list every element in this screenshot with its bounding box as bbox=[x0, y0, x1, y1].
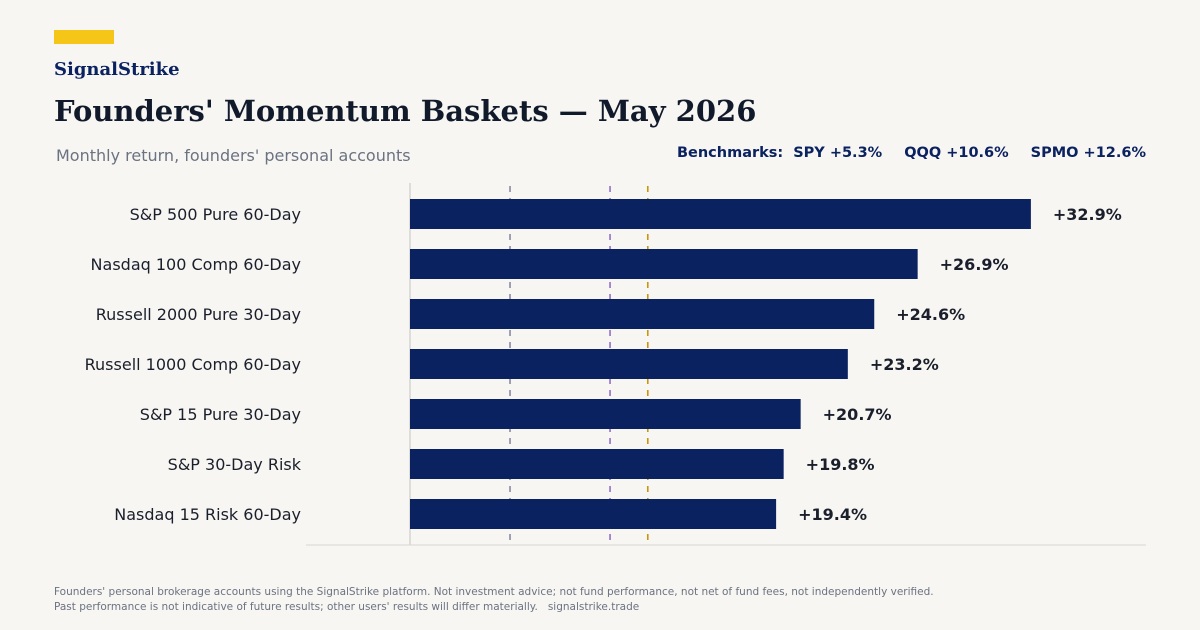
page-title: Founders' Momentum Baskets — May 2026 bbox=[54, 94, 757, 128]
brand-accent-bar bbox=[54, 30, 114, 44]
value-label-5: +20.7% bbox=[823, 405, 892, 424]
footer-disclaimer: Founders' personal brokerage accounts us… bbox=[54, 585, 934, 615]
value-label-6: +19.8% bbox=[806, 455, 875, 474]
benchmark-qqq: QQQ +10.6% bbox=[904, 145, 1009, 161]
benchmarks-legend: Benchmarks: SPY +5.3% QQQ +10.6% SPMO +1… bbox=[677, 145, 1146, 161]
brand-name: SignalStrike bbox=[54, 59, 180, 80]
value-label-1: +32.9% bbox=[1053, 205, 1122, 224]
category-label-1: S&P 500 Pure 60-Day bbox=[130, 205, 301, 224]
benchmark-spmo: SPMO +12.6% bbox=[1030, 145, 1146, 161]
bar-4 bbox=[410, 349, 848, 379]
category-label-2: Nasdaq 100 Comp 60-Day bbox=[91, 255, 301, 274]
benchmarks-label: Benchmarks: bbox=[676, 145, 784, 161]
bar-7 bbox=[410, 499, 777, 529]
value-label-2: +26.9% bbox=[940, 255, 1009, 274]
value-label-3: +24.6% bbox=[896, 305, 965, 324]
bar-3 bbox=[410, 299, 875, 329]
value-label-7: +19.4% bbox=[798, 505, 867, 524]
footer-line-2-text: Past performance is not indicative of fu… bbox=[54, 601, 538, 613]
page-subtitle: Monthly return, founders' personal accou… bbox=[56, 146, 411, 165]
category-label-6: S&P 30-Day Risk bbox=[168, 455, 302, 474]
bar-2 bbox=[410, 249, 918, 279]
bar-5 bbox=[410, 399, 801, 429]
bar-1 bbox=[410, 199, 1031, 229]
category-label-4: Russell 1000 Comp 60-Day bbox=[85, 355, 301, 374]
footer-line-2: Past performance is not indicative of fu… bbox=[54, 600, 934, 615]
category-label-7: Nasdaq 15 Risk 60-Day bbox=[114, 505, 301, 524]
footer-line-1: Founders' personal brokerage accounts us… bbox=[54, 586, 934, 598]
category-label-3: Russell 2000 Pure 30-Day bbox=[96, 305, 301, 324]
footer-url: signalstrike.trade bbox=[547, 601, 640, 613]
benchmark-spy: SPY +5.3% bbox=[793, 145, 883, 161]
value-label-4: +23.2% bbox=[870, 355, 939, 374]
bar-6 bbox=[410, 449, 784, 479]
category-label-5: S&P 15 Pure 30-Day bbox=[140, 405, 301, 424]
